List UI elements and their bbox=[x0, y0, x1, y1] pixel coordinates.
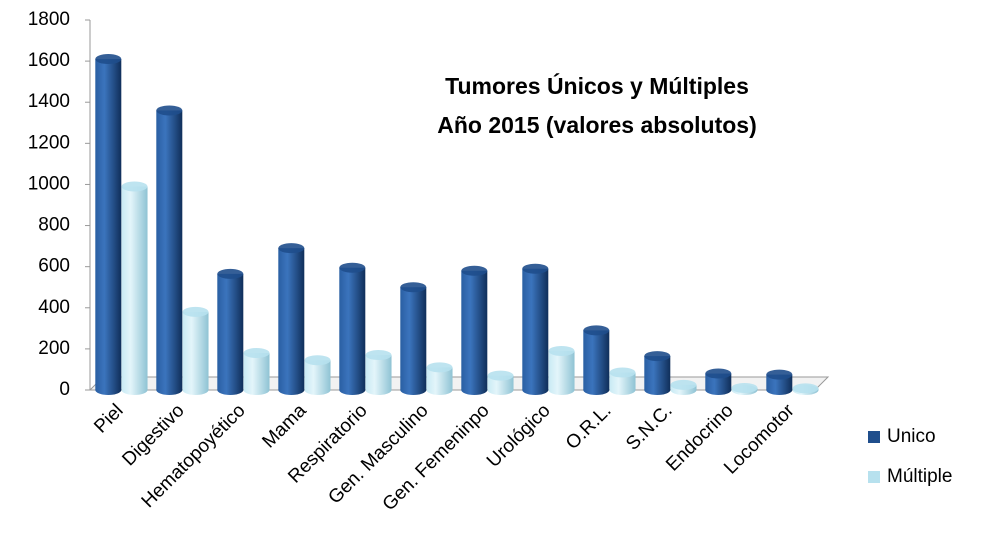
bar-base bbox=[426, 385, 453, 395]
bar bbox=[644, 356, 671, 390]
bar-top bbox=[644, 351, 671, 362]
bar-top bbox=[670, 379, 697, 390]
bar bbox=[426, 367, 453, 390]
bar bbox=[243, 353, 270, 390]
bar-top bbox=[705, 368, 732, 379]
x-tick-label: Hematopoyético bbox=[138, 400, 250, 512]
bar-top bbox=[182, 306, 209, 317]
bar-base bbox=[766, 385, 793, 395]
bar-base bbox=[644, 385, 671, 395]
bar-top bbox=[95, 54, 122, 65]
bar-top bbox=[766, 369, 793, 380]
bar-top bbox=[339, 262, 366, 273]
bar-base bbox=[461, 385, 488, 395]
bar-base bbox=[365, 385, 392, 395]
y-tick-label: 800 bbox=[38, 215, 70, 236]
bar bbox=[583, 330, 610, 390]
x-tick-label: Mama bbox=[258, 400, 310, 452]
bar-top bbox=[121, 181, 148, 192]
bar-base bbox=[243, 385, 270, 395]
bar-base bbox=[182, 385, 209, 395]
bar bbox=[609, 372, 636, 390]
bar bbox=[278, 248, 305, 390]
y-tick-label: 1800 bbox=[28, 9, 70, 30]
bar-top bbox=[731, 382, 758, 393]
bar bbox=[95, 59, 122, 391]
bar-base bbox=[121, 385, 148, 395]
x-tick-label: Piel bbox=[90, 400, 127, 437]
bar-top bbox=[243, 348, 270, 358]
bar-base bbox=[339, 385, 366, 395]
bar-top bbox=[426, 362, 453, 373]
bar bbox=[548, 350, 575, 390]
bar-top bbox=[548, 345, 575, 356]
bar-top bbox=[522, 263, 549, 274]
bar bbox=[156, 110, 183, 390]
bar-base bbox=[217, 385, 244, 395]
bar bbox=[400, 287, 427, 390]
chart-title: Tumores Únicos y Múltiples bbox=[445, 72, 749, 99]
bar-top bbox=[609, 367, 636, 378]
x-tick-label: Urológico bbox=[483, 400, 555, 472]
bar-top bbox=[792, 383, 819, 394]
y-tick-label: 1200 bbox=[28, 132, 70, 153]
bar-top bbox=[278, 243, 305, 254]
bar-top bbox=[304, 355, 331, 366]
x-tick-label: O.R.L. bbox=[562, 400, 616, 454]
bar-base bbox=[522, 385, 549, 395]
chart-title: Año 2015 (valores absolutos) bbox=[437, 112, 757, 138]
bar-top bbox=[365, 350, 392, 361]
bar-top bbox=[583, 325, 610, 336]
bar bbox=[217, 273, 244, 390]
y-tick-label: 1600 bbox=[28, 50, 70, 71]
bar bbox=[121, 186, 148, 390]
x-tick-label: S.N.C. bbox=[622, 400, 676, 454]
bar-base bbox=[400, 385, 427, 395]
y-tick-label: 1400 bbox=[28, 91, 70, 112]
bar-base bbox=[705, 385, 732, 395]
legend-label: Múltiple bbox=[887, 466, 952, 487]
bar bbox=[182, 311, 209, 390]
bar-top bbox=[461, 265, 488, 276]
y-tick-label: 200 bbox=[38, 338, 70, 359]
bar-base bbox=[487, 385, 514, 395]
y-tick-label: 1000 bbox=[28, 173, 70, 194]
y-tick-label: 400 bbox=[38, 297, 70, 318]
bar-base bbox=[304, 385, 331, 395]
y-tick-label: 0 bbox=[59, 379, 70, 400]
bar-top bbox=[156, 105, 183, 116]
bar-base bbox=[548, 385, 575, 395]
bar-base bbox=[583, 385, 610, 395]
y-tick-label: 600 bbox=[38, 256, 70, 277]
bar bbox=[365, 355, 392, 390]
bar-top bbox=[487, 370, 514, 381]
bar bbox=[522, 268, 549, 390]
bar-base bbox=[278, 385, 305, 395]
x-tick-label: Gen. Femeninpo bbox=[379, 400, 494, 515]
bar-base bbox=[156, 385, 183, 395]
bar-top bbox=[217, 268, 244, 279]
bar bbox=[339, 267, 366, 390]
legend-swatch bbox=[868, 471, 880, 483]
bar-base bbox=[95, 385, 122, 395]
legend-label: Unico bbox=[887, 426, 936, 447]
bar-top bbox=[400, 282, 427, 293]
bar bbox=[461, 270, 488, 390]
bar-base bbox=[609, 385, 636, 395]
legend-swatch bbox=[868, 431, 880, 443]
